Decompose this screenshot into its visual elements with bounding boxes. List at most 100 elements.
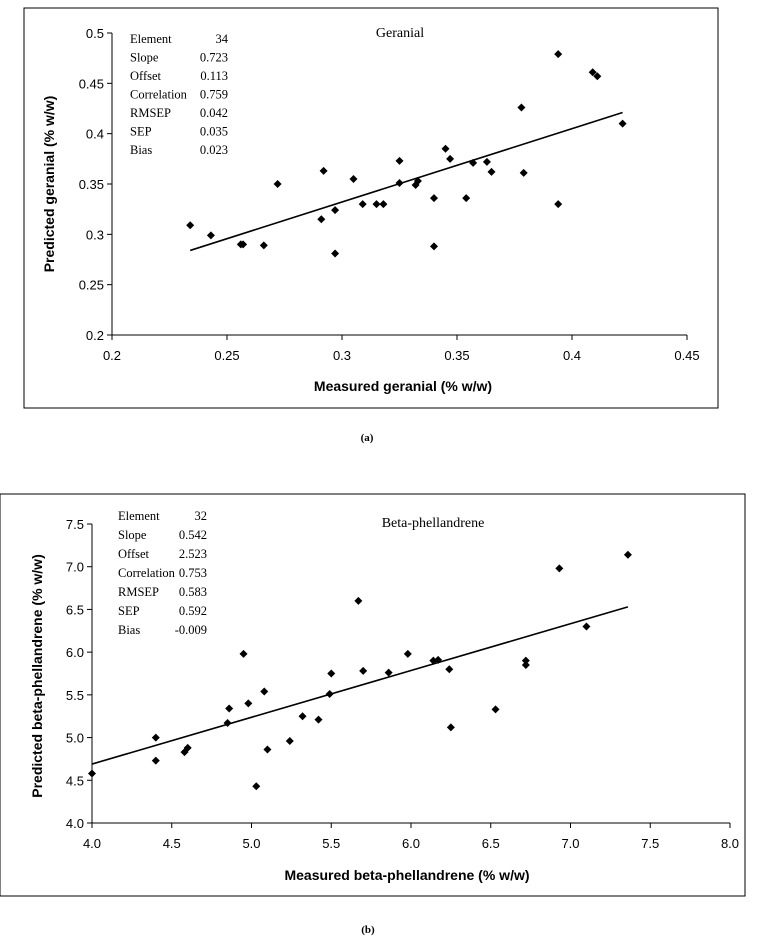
- y-tick-label: 4.5: [66, 773, 84, 788]
- data-point: [186, 221, 195, 230]
- data-point: [430, 242, 438, 251]
- y-tick-label: 5.5: [66, 688, 84, 703]
- stat-label: Slope: [130, 51, 159, 65]
- y-tick-label: 0.45: [79, 76, 104, 91]
- chart-geranial: 0.2 0.25 0.3 0.35 0.4 0.45 0.5 0.2 0.25 0.3 0.35 0.…: [23, 7, 719, 409]
- x-tick-label: 0.25: [214, 348, 239, 363]
- data-point: [206, 231, 215, 240]
- y-tick-label: 6.0: [66, 645, 84, 660]
- data-point: [491, 705, 500, 714]
- stat-label: Bias: [130, 143, 152, 157]
- plot-area: 0.2 0.25 0.3 0.35 0.4 0.45 0.5 0.2 0.25 0.3 0.35 0.…: [79, 26, 700, 363]
- x-tick-label: 0.3: [333, 348, 351, 363]
- stat-label: Element: [118, 509, 160, 523]
- y-tick-label: 0.2: [86, 328, 104, 343]
- stat-label: Correlation: [130, 88, 188, 102]
- data-point: [372, 200, 381, 209]
- data-point: [225, 704, 234, 713]
- data-point: [273, 180, 282, 188]
- data-point: [319, 166, 328, 175]
- data-point: [331, 249, 340, 258]
- data-point: [618, 119, 627, 128]
- stat-label: RMSEP: [130, 106, 171, 120]
- data-point: [239, 240, 248, 249]
- stat-label: Offset: [118, 547, 150, 561]
- data-point: [403, 649, 412, 658]
- data-point: [327, 669, 336, 678]
- data-point: [445, 665, 454, 674]
- statistics-box: Element 32 Slope 0.542 Offset 2.523Correlatio…: [118, 509, 207, 637]
- stat-value: 0.723: [200, 51, 228, 65]
- data-point: [260, 687, 269, 696]
- regression-line: [189, 111, 623, 252]
- data-point: [555, 564, 564, 573]
- data-point: [331, 206, 340, 215]
- data-point: [151, 733, 160, 742]
- stat-value: 0.753: [179, 566, 207, 580]
- x-tick-label: 0.4: [563, 348, 581, 363]
- data-point: [446, 723, 455, 732]
- data-point: [379, 200, 388, 209]
- data-point: [588, 68, 597, 77]
- data-point: [314, 715, 323, 724]
- x-tick-label: 0.45: [674, 348, 699, 363]
- stat-value: 2.523: [179, 547, 207, 561]
- stat-value: 0.023: [200, 143, 228, 157]
- stat-value: 0.583: [179, 585, 207, 599]
- stat-label: RMSEP: [118, 585, 159, 599]
- data-point: [358, 200, 367, 209]
- data-point: [263, 745, 272, 754]
- x-tick-label: 6.0: [402, 836, 420, 851]
- caption-a: (a): [361, 432, 374, 444]
- data-point: [623, 550, 632, 559]
- y-axis-title: Predicted beta-phellandrene (% w/w): [29, 554, 45, 798]
- data-point: [244, 699, 253, 708]
- x-tick-label: 5.5: [322, 836, 340, 851]
- data-point: [183, 743, 192, 752]
- data-point: [487, 167, 496, 176]
- data-point: [434, 655, 443, 664]
- chart-border: [0, 493, 746, 897]
- y-tick-label: 7.0: [66, 560, 84, 575]
- stat-label: Element: [130, 32, 172, 46]
- x-tick-label: 8.0: [721, 836, 739, 851]
- chart-title: Beta-phellandrene: [382, 516, 485, 531]
- data-point: [441, 144, 450, 153]
- y-axis-title: Predicted geranial (% w/w): [41, 96, 57, 273]
- stat-value: 0.035: [200, 125, 228, 139]
- data-point: [482, 157, 491, 166]
- stat-label: Offset: [130, 69, 162, 83]
- data-point: [239, 649, 248, 658]
- stat-label: Correlation: [118, 566, 176, 580]
- data-point: [446, 154, 455, 163]
- data-point: [554, 200, 563, 209]
- stat-value: 0.759: [200, 88, 228, 102]
- data-point: [252, 782, 261, 791]
- caption-b: (b): [361, 924, 375, 936]
- chart-beta-phellandrene: 4.0 4.5 5.0 5.5 6.0 6.5 7.0 7.5 4.0 4.5 5.0 5.5 6.0 6…: [0, 493, 746, 897]
- y-tick-label: 5.0: [66, 731, 84, 746]
- stat-label: Slope: [118, 528, 147, 542]
- stat-value: 0.113: [200, 69, 228, 83]
- y-tick-label: 4.0: [66, 816, 84, 831]
- data-point: [395, 156, 404, 165]
- x-tick-label: 4.0: [83, 836, 101, 851]
- data-point: [285, 736, 294, 745]
- data-point: [151, 756, 160, 765]
- y-tick-label: 0.4: [86, 127, 104, 142]
- data-point: [325, 690, 334, 699]
- x-tick-label: 0.2: [103, 348, 121, 363]
- y-tick-label: 0.25: [79, 278, 104, 293]
- y-tick-label: 0.5: [86, 26, 104, 41]
- stat-value: -0.009: [175, 623, 207, 637]
- data-point: [259, 241, 268, 250]
- data-point: [430, 194, 438, 203]
- y-tick-label: 0.3: [86, 227, 104, 242]
- x-tick-label: 7.5: [641, 836, 659, 851]
- y-tick-label: 7.5: [66, 517, 84, 532]
- data-point: [88, 769, 96, 778]
- stat-value: 34: [216, 32, 229, 46]
- data-point: [359, 666, 368, 675]
- data-point: [521, 660, 530, 669]
